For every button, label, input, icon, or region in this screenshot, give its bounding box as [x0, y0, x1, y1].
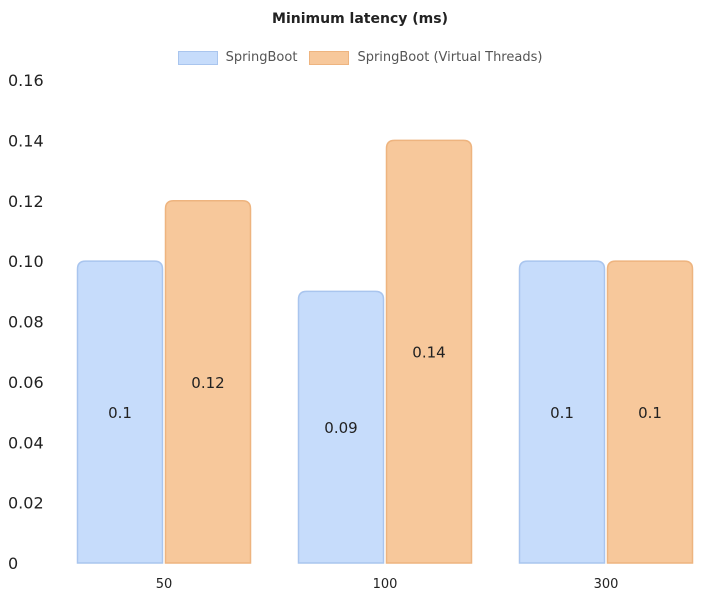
x-tick-label: 50 — [156, 577, 173, 592]
y-tick-label: 0.10 — [8, 252, 44, 271]
bar-springboot-300[interactable] — [518, 260, 606, 564]
legend-item-springboot-virtual-threads[interactable]: SpringBoot (Virtual Threads) — [309, 50, 542, 65]
bar-springboot-50[interactable] — [76, 260, 164, 564]
data-label: 0.1 — [638, 404, 662, 422]
y-tick-label: 0.16 — [8, 71, 44, 90]
data-label: 0.12 — [191, 374, 224, 392]
data-label: 0.09 — [324, 419, 357, 437]
data-label: 0.1 — [550, 404, 574, 422]
legend-swatch-springboot — [177, 50, 218, 65]
y-tick-label: 0.06 — [8, 373, 44, 392]
bar-springboot-virtual-threads-100[interactable] — [385, 139, 473, 564]
y-tick-label: 0 — [8, 554, 18, 573]
x-tick-label: 300 — [594, 577, 619, 592]
data-label: 0.14 — [412, 344, 445, 362]
data-label: 0.1 — [108, 404, 132, 422]
bar-springboot-virtual-threads-50[interactable] — [164, 200, 252, 564]
legend-item-springboot[interactable]: SpringBoot — [177, 50, 298, 65]
legend[interactable]: SpringBoot SpringBoot (Virtual Threads) — [0, 50, 720, 65]
y-tick-label: 0.08 — [8, 313, 44, 332]
x-tick-label: 100 — [373, 577, 398, 592]
bar-springboot-100[interactable] — [297, 290, 385, 564]
chart-title: Minimum latency (ms) — [272, 11, 448, 27]
y-tick-label: 0.02 — [8, 494, 44, 513]
y-tick-label: 0.14 — [8, 131, 44, 150]
legend-label-springboot: SpringBoot — [225, 50, 298, 65]
bar-springboot-virtual-threads-300[interactable] — [606, 260, 694, 564]
y-tick-label: 0.12 — [8, 192, 44, 211]
legend-swatch-springboot-virtual-threads — [309, 50, 350, 65]
y-tick-label: 0.04 — [8, 433, 44, 452]
legend-label-springboot-virtual-threads: SpringBoot (Virtual Threads) — [357, 50, 543, 65]
